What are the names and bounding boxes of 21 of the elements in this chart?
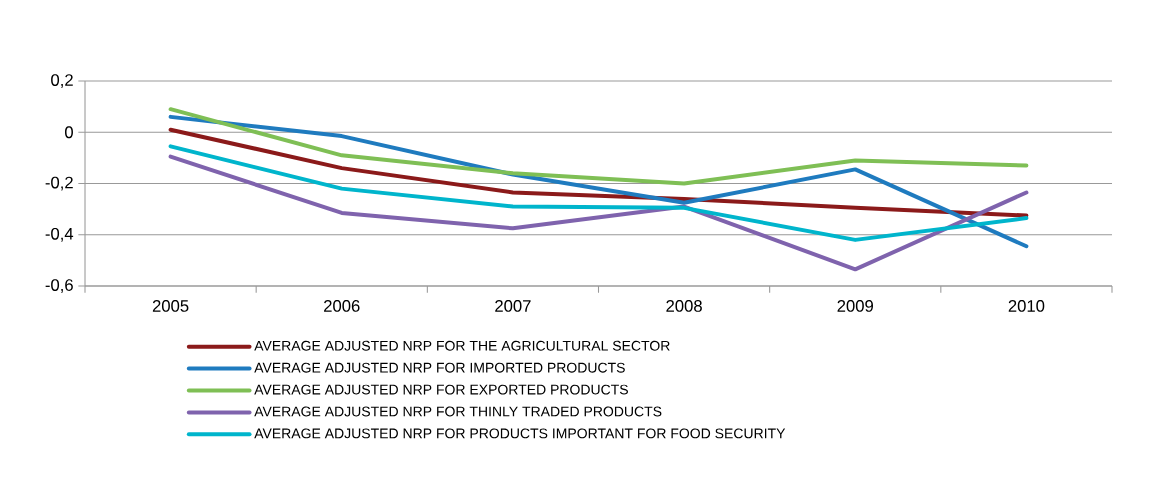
y-tick-label: -0,4 (45, 227, 74, 242)
y-tick-label: -0,2 (45, 176, 73, 191)
x-tick-label: 2006 (324, 300, 360, 312)
legend-label: AVERAGE ADJUSTED NRP FOR PRODUCTS IMPORTANT FOR FOOD SECURITY (254, 428, 786, 439)
legend-label: AVERAGE ADJUSTED NRP FOR EXPORTED PRODUCTS (254, 384, 628, 395)
line-series (168, 127, 1029, 218)
x-tick-label: 2010 (1008, 300, 1045, 312)
x-tick-label: 2009 (837, 300, 873, 312)
y-tick-label: -0,6 (45, 279, 73, 293)
legend-label: AVERAGE ADJUSTED NRP FOR IMPORTED PRODUCTS (254, 362, 625, 373)
line-series (168, 144, 1029, 242)
legend-label: AVERAGE ADJUSTED NRP FOR THINLY TRADED PRODUCTS (254, 406, 662, 417)
x-tick-label: 2008 (666, 300, 702, 312)
legend-label: AVERAGE ADJUSTED NRP FOR THE AGRICULTURAL SECTOR (254, 340, 670, 351)
y-tick-label: 0 (65, 126, 73, 139)
line-series (168, 114, 1029, 249)
x-tick-label: 2007 (495, 300, 531, 312)
line-series (168, 107, 1029, 186)
x-tick-label: 2005 (152, 300, 189, 312)
line-series (168, 154, 1029, 272)
y-tick-label: 0,2 (51, 74, 73, 88)
